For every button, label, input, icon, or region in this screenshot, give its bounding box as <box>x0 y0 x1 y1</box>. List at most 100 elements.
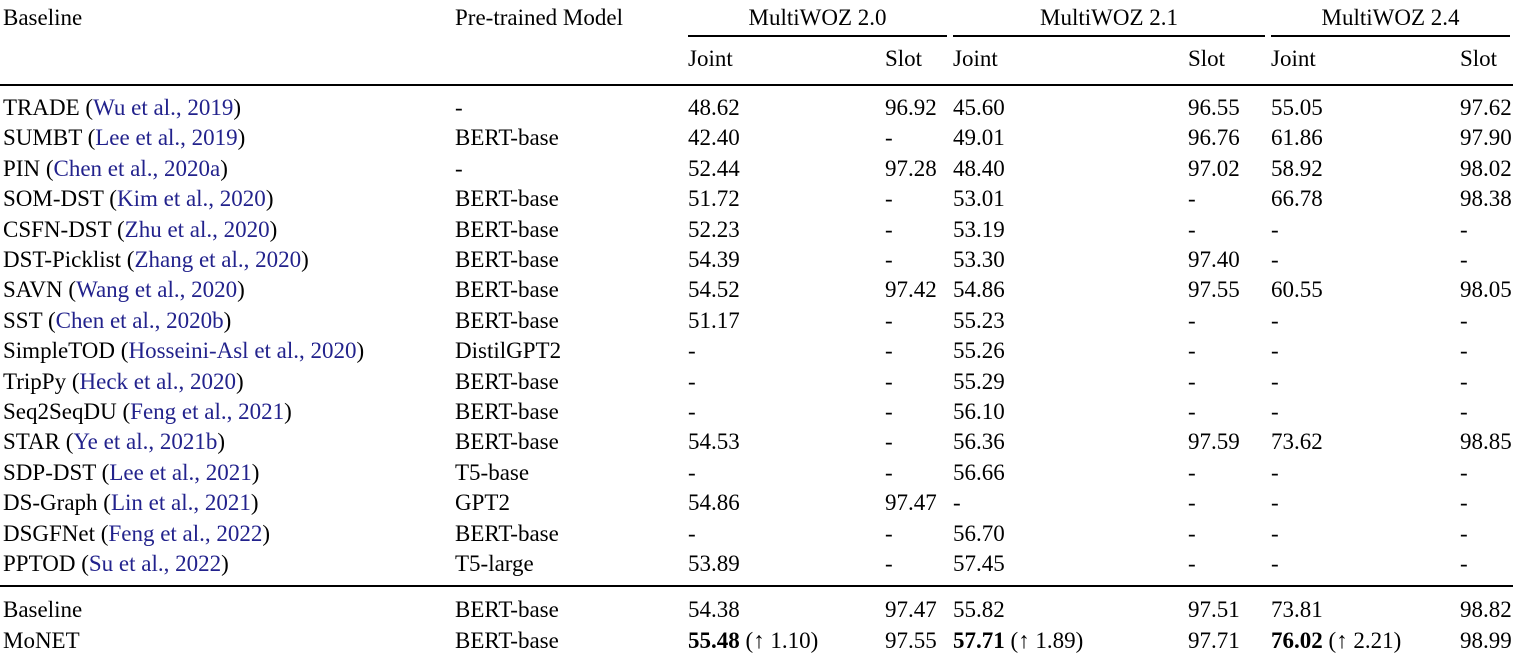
pretrained-model-cell: BERT-base <box>455 520 559 546</box>
baseline-cell: Seq2SeqDU (Feng et al., 2021) <box>0 397 452 427</box>
best-score: 57.71 <box>953 627 1005 653</box>
baseline-name: SDP-DST <box>3 459 96 485</box>
joint-21-cell: 48.40 <box>953 155 1005 181</box>
citation-link[interactable]: Su et al., 2022 <box>88 551 222 577</box>
baseline-cell: STAR (Ye et al., 2021b) <box>0 427 452 457</box>
baseline-cell: SUMBT (Lee et al., 2019) <box>0 123 452 153</box>
citation-paren: ( <box>62 277 77 303</box>
baseline-name: Baseline <box>3 596 83 622</box>
citation-link[interactable]: Hosseini-Asl et al., 2020 <box>128 338 357 364</box>
table-row: Seq2SeqDU (Feng et al., 2021) BERT-base … <box>0 397 1513 427</box>
column-header-joint-24: Joint <box>1268 37 1457 86</box>
slot-20-cell: - <box>885 186 893 212</box>
citation-link[interactable]: Chen et al., 2020b <box>55 307 224 333</box>
pretrained-model-cell: - <box>455 95 463 120</box>
citation-link[interactable]: Zhang et al., 2020 <box>134 247 302 273</box>
slot-20-cell: - <box>885 247 893 273</box>
joint-20-cell: 54.52 <box>688 277 740 303</box>
slot-24-cell: - <box>1460 307 1468 333</box>
baseline-name: PPTOD <box>3 551 76 577</box>
citation-paren: ( <box>66 368 80 394</box>
baseline-name: TRADE <box>3 95 80 120</box>
joint-24-cell: - <box>1271 551 1279 577</box>
citation-paren: ) <box>262 520 271 546</box>
joint-24-cell: 73.81 <box>1268 584 1457 625</box>
pretrained-model-cell: BERT-base <box>455 399 559 425</box>
citation-paren: ( <box>103 186 117 212</box>
baseline-cell: PIN (Chen et al., 2020a) <box>0 154 452 184</box>
pretrained-model-cell: GPT2 <box>455 490 510 516</box>
citation-paren: ) <box>220 155 228 181</box>
joint-20-cell: 54.38 <box>685 584 882 625</box>
citation-link[interactable]: Feng et al., 2022 <box>108 520 263 546</box>
slot-24-cell: - <box>1460 551 1468 577</box>
pretrained-model-cell: T5-large <box>455 551 534 577</box>
citation-paren: ( <box>81 125 96 151</box>
joint-21-cell: 56.36 <box>953 429 1005 455</box>
baseline-cell: Baseline <box>0 584 452 625</box>
joint-24-cell: - <box>1271 459 1279 485</box>
citation-link[interactable]: Heck et al., 2020 <box>79 368 236 394</box>
group-header-multiwoz20: MultiWOZ 2.0 <box>685 0 950 37</box>
metric-header-row: Joint Slot Joint Slot Joint Slot <box>0 37 1513 86</box>
baseline-cell: DS-Graph (Lin et al., 2021) <box>0 488 452 518</box>
table-row: PPTOD (Su et al., 2022) T5-large 53.89 -… <box>0 549 1513 585</box>
joint-24-cell: - <box>1271 307 1279 333</box>
citation-link[interactable]: Wang et al., 2020 <box>76 277 238 303</box>
slot-20-cell: - <box>885 338 893 364</box>
baseline-cell: SDP-DST (Lee et al., 2021) <box>0 458 452 488</box>
citation-paren: ) <box>265 186 274 212</box>
citation-paren: ( <box>75 551 89 577</box>
joint-24-cell: - <box>1271 247 1279 273</box>
column-header-baseline: Baseline <box>0 0 452 86</box>
citation-link[interactable]: Lin et al., 2021 <box>110 490 251 516</box>
joint-21-cell: 49.01 <box>953 125 1005 151</box>
slot-21-cell: - <box>1188 459 1196 485</box>
joint-20-cell: 54.86 <box>688 490 740 516</box>
baseline-cell: TripPy (Heck et al., 2020) <box>0 367 452 397</box>
table-row: SST (Chen et al., 2020b) BERT-base 51.17… <box>0 306 1513 336</box>
citation-link[interactable]: Lee et al., 2019 <box>95 125 238 151</box>
joint-21-cell: 53.01 <box>953 186 1005 212</box>
baseline-cell: SAVN (Wang et al., 2020) <box>0 275 452 305</box>
joint-24-cell: 60.55 <box>1271 277 1323 303</box>
slot-24-cell: 97.62 <box>1460 95 1512 120</box>
slot-21-cell: 97.40 <box>1188 247 1240 273</box>
citation-paren: ( <box>40 155 54 181</box>
slot-20-cell: - <box>885 307 893 333</box>
slot-21-cell: - <box>1188 520 1196 546</box>
table-row: Baseline BERT-base 54.38 97.47 55.82 97.… <box>0 584 1513 625</box>
slot-24-cell: - <box>1460 459 1468 485</box>
slot-24-cell: - <box>1460 399 1468 425</box>
column-header-joint-20: Joint <box>685 37 882 86</box>
table-row: SAVN (Wang et al., 2020) BERT-base 54.52… <box>0 275 1513 305</box>
pretrained-model-cell: BERT-base <box>455 125 559 151</box>
column-header-slot-21: Slot <box>1185 37 1268 86</box>
baseline-rows: TRADE (Wu et al., 2019) - 48.62 96.92 45… <box>0 85 1513 586</box>
slot-24-cell: 98.85 <box>1460 429 1512 455</box>
citation-paren: ) <box>237 125 246 151</box>
slot-21-cell: 97.51 <box>1185 584 1268 625</box>
column-header-slot-24: Slot <box>1457 37 1513 86</box>
slot-20-cell: - <box>885 459 893 485</box>
slot-21-cell: 97.59 <box>1188 429 1240 455</box>
pretrained-model-cell: BERT-base <box>455 247 559 273</box>
slot-20-cell: - <box>885 551 893 577</box>
baseline-cell: SOM-DST (Kim et al., 2020) <box>0 184 452 214</box>
baseline-name: SimpleTOD <box>3 338 116 364</box>
citation-link[interactable]: Kim et al., 2020 <box>116 186 266 212</box>
citation-link[interactable]: Zhu et al., 2020 <box>124 216 270 242</box>
slot-24-cell: 98.05 <box>1460 277 1512 303</box>
citation-link[interactable]: Feng et al., 2021 <box>130 399 285 425</box>
joint-24-cell: 61.86 <box>1271 125 1323 151</box>
citation-link[interactable]: Wu et al., 2019 <box>93 95 234 120</box>
citation-paren: ( <box>95 459 110 485</box>
joint-21-cell: 55.23 <box>953 307 1005 333</box>
baseline-cell: TRADE (Wu et al., 2019) <box>0 85 452 123</box>
best-score: 76.02 <box>1271 627 1323 653</box>
citation-link[interactable]: Chen et al., 2020a <box>53 155 221 181</box>
table-row: DST-Picklist (Zhang et al., 2020) BERT-b… <box>0 245 1513 275</box>
citation-link[interactable]: Lee et al., 2021 <box>109 459 252 485</box>
citation-link[interactable]: Ye et al., 2021b <box>73 429 218 455</box>
slot-20-cell: 97.28 <box>885 155 937 181</box>
